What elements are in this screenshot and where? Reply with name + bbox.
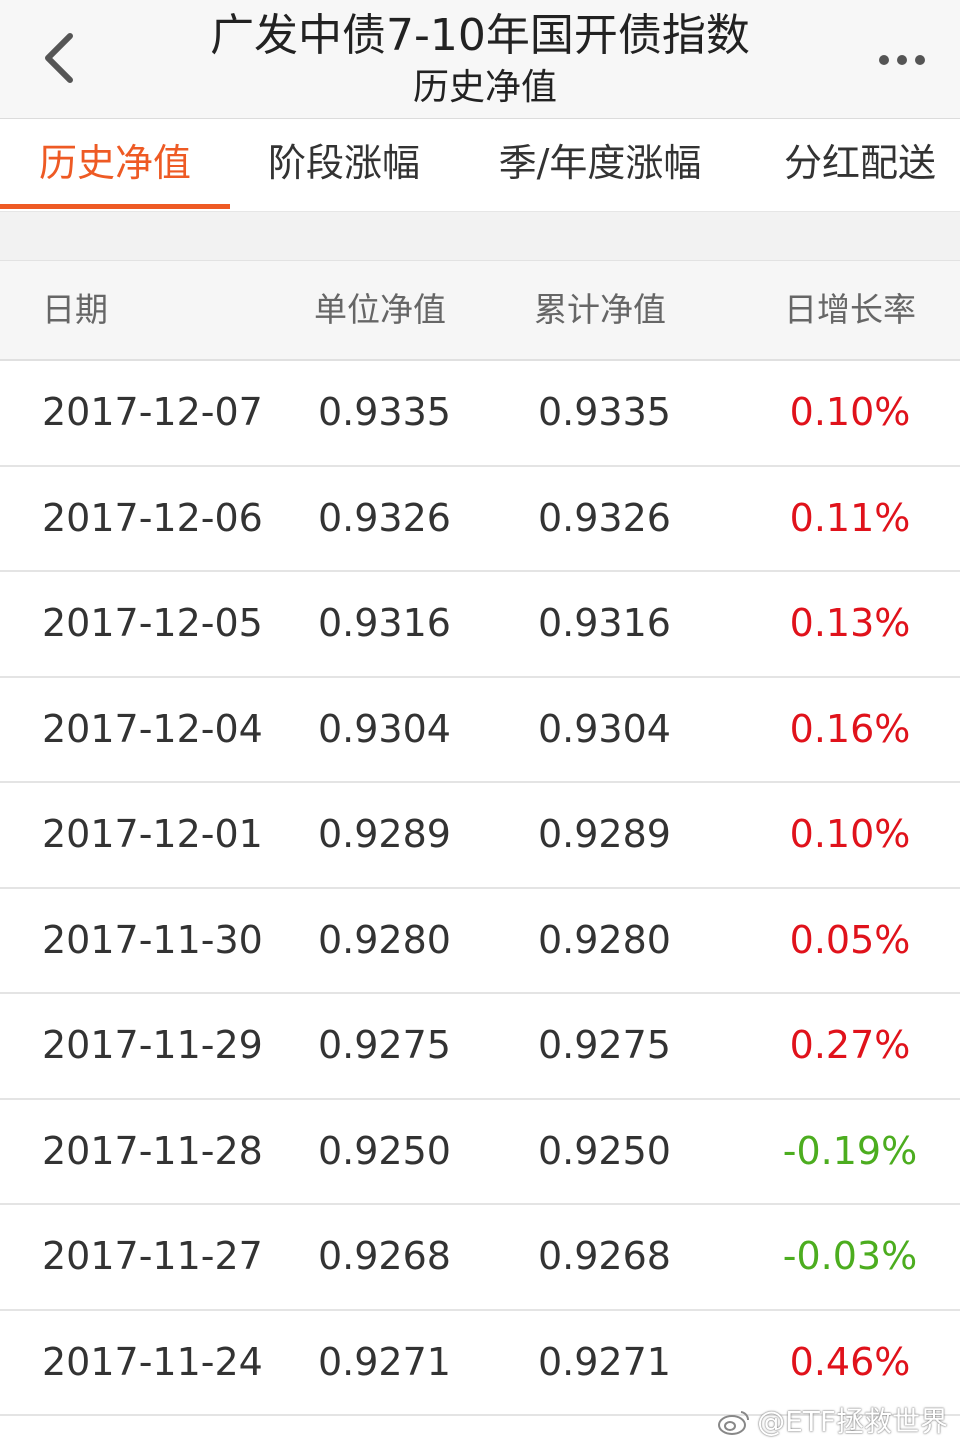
unit-nav-cell: 0.9289 [318, 812, 451, 856]
daily-growth-cell: 0.27% [789, 1023, 911, 1067]
weibo-logo-icon [718, 1411, 750, 1435]
watermark-text: @ETF拯救世界 [757, 1405, 948, 1438]
accumulated-nav-cell: 0.9271 [538, 1339, 671, 1384]
date-cell: 2017-11-30 [42, 917, 263, 962]
date-cell: 2017-11-27 [42, 1234, 263, 1278]
app-header: 广发中债7-10年国开债指数 历史净值 [0, 0, 960, 119]
table-row[interactable]: 2017-12-07 0.9335 0.9335 0.10% [0, 361, 960, 467]
table-row[interactable]: 2017-12-04 0.9304 0.9304 0.16% [0, 678, 960, 783]
unit-nav-cell: 0.9275 [318, 1023, 451, 1067]
daily-growth-cell: 0.11% [789, 495, 911, 540]
unit-nav-cell: 0.9250 [318, 1128, 451, 1173]
daily-growth-cell: 0.16% [789, 706, 911, 751]
tab-dividend[interactable]: 分红配送 [783, 141, 936, 185]
tab-period-return[interactable]: 阶段涨幅 [267, 141, 420, 185]
unit-nav-cell: 0.9326 [318, 495, 451, 540]
table-row[interactable]: 2017-11-24 0.9271 0.9271 0.46% [0, 1311, 960, 1416]
active-tab-indicator [0, 204, 230, 209]
unit-nav-cell: 0.9316 [318, 601, 451, 645]
table-header: 日期 单位净值 累计净值 日增长率 [0, 261, 960, 361]
date-cell: 2017-11-29 [42, 1023, 263, 1067]
unit-nav-cell: 0.9271 [318, 1339, 451, 1384]
daily-growth-cell: 0.10% [789, 390, 911, 434]
tab-quarter-year-return[interactable]: 季/年度涨幅 [498, 141, 702, 185]
date-cell: 2017-11-28 [42, 1128, 263, 1173]
nav-table-body: 2017-12-07 0.9335 0.9335 0.10% 2017-12-0… [0, 361, 960, 1416]
page-subtitle: 历史净值 [412, 67, 557, 108]
column-header-daily-growth: 日增长率 [784, 290, 916, 329]
table-row[interactable]: 2017-12-06 0.9326 0.9326 0.11% [0, 467, 960, 572]
accumulated-nav-cell: 0.9289 [538, 812, 671, 856]
chevron-left-icon [45, 33, 73, 83]
unit-nav-cell: 0.9268 [318, 1234, 451, 1278]
date-cell: 2017-11-24 [42, 1339, 263, 1384]
accumulated-nav-cell: 0.9326 [538, 495, 671, 540]
column-header-date: 日期 [42, 290, 108, 329]
section-spacer [0, 212, 960, 261]
accumulated-nav-cell: 0.9335 [538, 390, 671, 434]
table-row[interactable]: 2017-11-27 0.9268 0.9268 -0.03% [0, 1205, 960, 1311]
daily-growth-cell: 0.10% [789, 812, 911, 856]
table-row[interactable]: 2017-12-05 0.9316 0.9316 0.13% [0, 572, 960, 678]
date-cell: 2017-12-05 [42, 601, 263, 645]
table-row[interactable]: 2017-11-29 0.9275 0.9275 0.27% [0, 994, 960, 1100]
accumulated-nav-cell: 0.9280 [538, 917, 671, 962]
table-row[interactable]: 2017-11-28 0.9250 0.9250 -0.19% [0, 1100, 960, 1205]
unit-nav-cell: 0.9304 [318, 706, 451, 751]
unit-nav-cell: 0.9335 [318, 390, 451, 434]
daily-growth-cell: 0.05% [789, 917, 911, 962]
accumulated-nav-cell: 0.9304 [538, 706, 671, 751]
column-header-accumulated-nav: 累计净值 [534, 290, 666, 329]
date-cell: 2017-12-06 [42, 495, 263, 540]
table-row[interactable]: 2017-12-01 0.9289 0.9289 0.10% [0, 783, 960, 889]
daily-growth-cell: 0.46% [789, 1339, 911, 1384]
watermark: @ETF拯救世界 [717, 1404, 948, 1440]
daily-growth-cell: 0.13% [789, 601, 911, 645]
date-cell: 2017-12-04 [42, 706, 263, 751]
back-button[interactable] [30, 22, 90, 92]
more-button[interactable] [862, 40, 942, 80]
accumulated-nav-cell: 0.9275 [538, 1023, 671, 1067]
column-header-unit-nav: 单位净值 [314, 290, 446, 329]
date-cell: 2017-12-01 [42, 812, 263, 856]
more-horizontal-icon [879, 55, 925, 65]
date-cell: 2017-12-07 [42, 390, 263, 434]
accumulated-nav-cell: 0.9268 [538, 1234, 671, 1278]
accumulated-nav-cell: 0.9250 [538, 1128, 671, 1173]
page-title: 广发中债7-10年国开债指数 [210, 10, 750, 61]
daily-growth-cell: -0.19% [782, 1128, 918, 1173]
daily-growth-cell: -0.03% [782, 1234, 918, 1278]
tab-history-nav[interactable]: 历史净值 [38, 141, 191, 185]
tab-bar: 历史净值 阶段涨幅 季/年度涨幅 分红配送 [0, 119, 960, 213]
accumulated-nav-cell: 0.9316 [538, 601, 671, 645]
unit-nav-cell: 0.9280 [318, 917, 451, 962]
table-row[interactable]: 2017-11-30 0.9280 0.9280 0.05% [0, 889, 960, 994]
